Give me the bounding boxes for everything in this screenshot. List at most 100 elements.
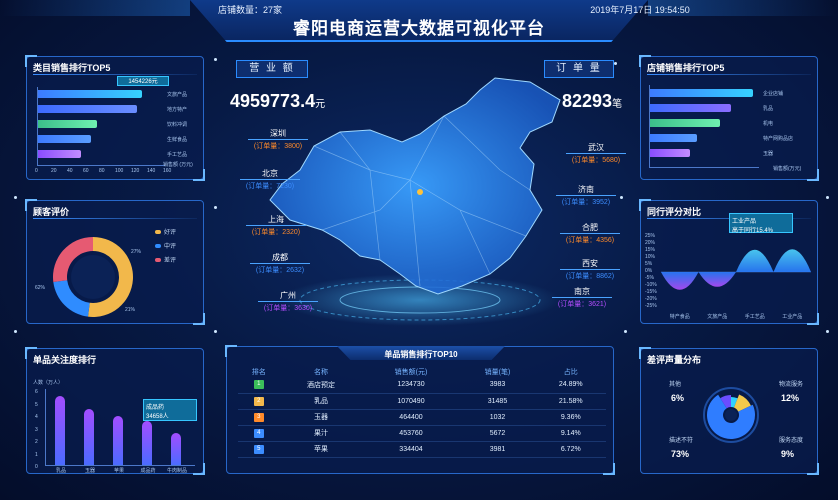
category-bar[interactable] <box>38 150 82 158</box>
shop-count: 店铺数量：27家 <box>217 5 282 15</box>
table-row[interactable]: 3 玉器 464400 1032 9.36% <box>238 409 606 426</box>
negative-slice[interactable] <box>707 394 755 439</box>
city-orders: (订单量：3952) <box>561 199 611 206</box>
x-tick: 60 <box>83 168 89 174</box>
attention-bar[interactable] <box>142 421 152 465</box>
legend-label: 差评 <box>164 258 177 264</box>
negative-slice[interactable] <box>731 397 738 408</box>
datetime: 2019年7月17日 19:54:50 <box>590 5 690 15</box>
neg-label-service: 服务态度 <box>779 438 804 444</box>
neg-label-mismatch: 描述不符 <box>669 438 694 444</box>
shop-bar-label: 机电 <box>763 121 774 127</box>
city-name[interactable]: 北京 <box>262 169 278 178</box>
orders-value: 82293笔 <box>562 91 623 111</box>
city-orders: (订单量：3800) <box>253 143 303 150</box>
rank-badge: 2 <box>253 396 264 406</box>
rank-badge: 1 <box>253 380 264 390</box>
neg-value-logistics: 12% <box>781 393 800 403</box>
y-tick: 25% <box>645 233 656 239</box>
header-bar <box>190 0 648 42</box>
category-bar[interactable] <box>38 120 98 128</box>
table-row[interactable]: 5 苹果 334404 3981 6.72% <box>238 441 606 458</box>
city-name[interactable]: 深圳 <box>270 129 286 138</box>
cell-count: 5672 <box>459 425 536 442</box>
cell-rank: 5 <box>238 441 280 458</box>
city-underline <box>250 263 310 264</box>
category-bar[interactable] <box>38 135 91 143</box>
rating-panel: 顾客评价 好评 中评 差评 27% 62% 21% <box>25 199 205 325</box>
rating-legend: 好评 中评 差评 <box>155 227 176 269</box>
city-orders: (订单量：4356) <box>565 237 615 244</box>
donut-slice[interactable] <box>87 237 133 317</box>
shop-bar[interactable] <box>650 134 697 142</box>
city-orders: (订单量：5680) <box>571 157 621 164</box>
rank-badge: 3 <box>253 412 264 422</box>
y-tick: -10% <box>645 282 657 288</box>
x-tick: 140 <box>147 168 156 174</box>
attention-bar[interactable] <box>113 416 123 465</box>
cell-count: 3983 <box>459 377 536 394</box>
map-province-borders <box>313 115 531 287</box>
peer-area[interactable] <box>698 272 737 287</box>
x-label: 玉器 <box>84 468 95 474</box>
shop-bar[interactable] <box>650 149 690 157</box>
panel-title: 店铺销售排行TOP5 <box>647 63 725 73</box>
attention-bar[interactable] <box>55 396 65 465</box>
shop-axis-label: 销售额(万元) <box>773 166 802 172</box>
category-bar-label: 地方特产 <box>167 107 188 113</box>
category-bar[interactable] <box>38 90 142 98</box>
city-name[interactable]: 合肥 <box>582 223 598 232</box>
city-name[interactable]: 南京 <box>574 287 590 296</box>
x-label: 手工艺品 <box>744 314 765 320</box>
shop-bar[interactable] <box>650 89 754 97</box>
y-axis <box>45 389 46 465</box>
city-name[interactable]: 成都 <box>272 253 288 262</box>
china-map[interactable] <box>230 60 610 330</box>
shop-bar[interactable] <box>650 104 732 112</box>
table-row[interactable]: 4 果汁 453760 5672 9.14% <box>238 425 606 442</box>
rating-label-mid: 21% <box>125 307 136 313</box>
attention-bar[interactable] <box>84 408 94 465</box>
x-label: 工业产品 <box>782 314 803 320</box>
category-bar-label: 生鲜食品 <box>167 137 188 143</box>
x-label: 文旅产品 <box>707 314 728 320</box>
y-tick: 3 <box>35 426 38 433</box>
city-name[interactable]: 广州 <box>280 291 296 300</box>
col-name: 名称 <box>314 368 329 376</box>
neg-value-mismatch: 73% <box>671 449 690 459</box>
peer-area[interactable] <box>773 249 812 272</box>
negative-slice[interactable] <box>733 394 751 412</box>
donut-slice[interactable] <box>53 237 93 283</box>
donut-slice[interactable] <box>53 280 90 317</box>
rating-label-bad: 27% <box>131 249 142 255</box>
tooltip-text: 34658人 <box>146 414 169 420</box>
x-label: 特产食品 <box>669 314 690 320</box>
city-name[interactable]: 西安 <box>582 259 598 268</box>
cell-name: 酒店预定 <box>279 377 363 394</box>
col-ratio: 占比 <box>563 368 578 376</box>
legend-label: 中评 <box>164 244 177 250</box>
neg-value-other: 6% <box>671 393 685 403</box>
tooltip-title: 成品药 <box>146 405 165 411</box>
peer-area[interactable] <box>661 272 699 290</box>
cell-name: 果汁 <box>279 425 363 442</box>
peer-area[interactable] <box>736 249 774 272</box>
shop-bar[interactable] <box>650 119 721 127</box>
city-name[interactable]: 武汉 <box>588 143 604 152</box>
negative-slice[interactable] <box>720 395 731 409</box>
table-row[interactable]: 1 酒店预定 1234730 3983 24.89% <box>238 377 606 394</box>
table-row[interactable]: 2 乳品 1070490 31485 21.58% <box>238 393 606 410</box>
category-bar[interactable] <box>38 105 138 113</box>
y-tick: 10% <box>645 254 656 260</box>
panel-title: 差评声量分布 <box>647 355 702 365</box>
cell-name: 玉器 <box>279 409 363 426</box>
map-base-glow <box>280 274 560 326</box>
axis-label: 销售额 (万元) <box>163 162 193 168</box>
cell-ratio: 6.72% <box>535 441 606 458</box>
city-name[interactable]: 济南 <box>578 185 594 194</box>
category-top5-panel: 类目销售排行TOP5 1454226元 文旅产品 地方特产 饮料冲调 生鲜食品 手工艺品… <box>25 55 205 181</box>
attention-bar[interactable] <box>171 432 181 465</box>
map-marker <box>417 189 423 195</box>
city-name[interactable]: 上海 <box>268 215 284 224</box>
x-tick: 120 <box>131 168 140 174</box>
